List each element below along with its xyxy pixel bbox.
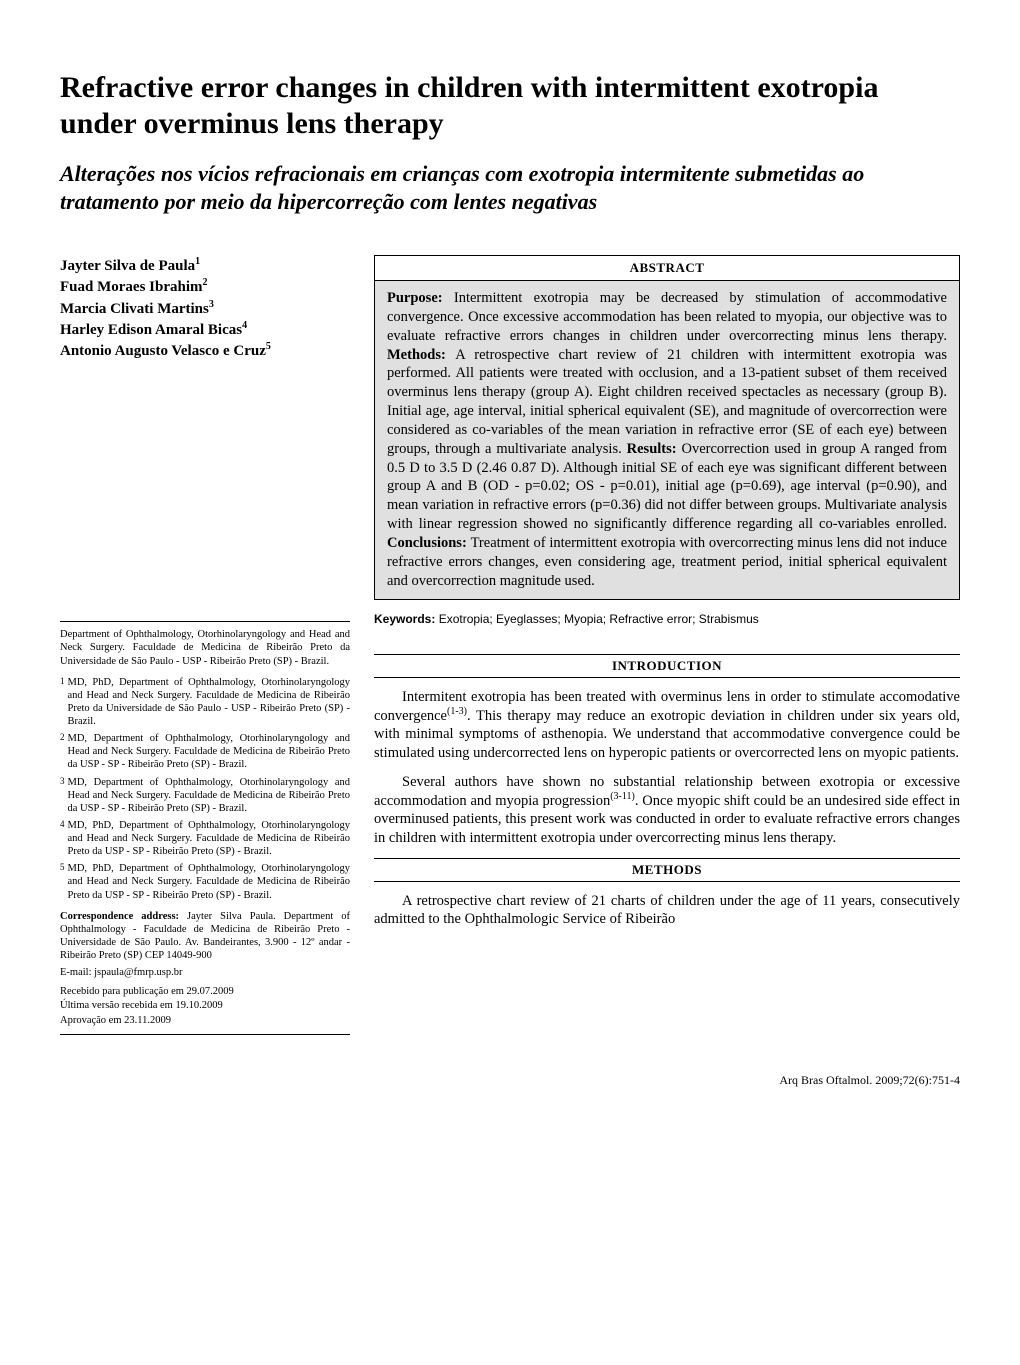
abstract-methods-label: Methods: xyxy=(387,347,455,363)
author-name: Fuad Moraes Ibrahim xyxy=(60,279,203,295)
affil-num: 1 xyxy=(60,676,65,729)
intro-paragraph: Intermitent exotropia has been treated w… xyxy=(374,688,960,763)
keywords-text: Exotropia; Eyeglasses; Myopia; Refractiv… xyxy=(439,612,759,626)
received-line: Última versão recebida em 19.10.2009 xyxy=(60,999,350,1012)
abstract-results-label: Results: xyxy=(627,441,682,457)
abstract-conclusions: Treatment of intermittent exotropia with… xyxy=(387,535,947,589)
authors-list: Jayter Silva de Paula1 Fuad Moraes Ibrah… xyxy=(60,255,350,361)
abstract-purpose-label: Purpose: xyxy=(387,290,454,306)
citation-ref: (1-3) xyxy=(447,706,467,717)
author-sup: 1 xyxy=(195,256,200,267)
affiliation-item: 4MD, PhD, Department of Ophthalmology, O… xyxy=(60,819,350,858)
affil-num: 5 xyxy=(60,862,65,901)
email: E-mail: jspaula@fmrp.usp.br xyxy=(60,966,350,979)
affil-text: MD, PhD, Department of Ophthalmology, Ot… xyxy=(68,862,351,901)
methods-paragraph: A retrospective chart review of 21 chart… xyxy=(374,892,960,929)
correspondence: Correspondence address: Jayter Silva Pau… xyxy=(60,910,350,963)
left-column: Jayter Silva de Paula1 Fuad Moraes Ibrah… xyxy=(60,255,350,1035)
affiliation-item: 2MD, Department of Ophthalmology, Otorhi… xyxy=(60,732,350,771)
article-title: Refractive error changes in children wit… xyxy=(60,70,960,142)
received-line: Aprovação em 23.11.2009 xyxy=(60,1014,350,1027)
abstract-body: Purpose: Intermittent exotropia may be d… xyxy=(375,281,959,599)
author-name: Antonio Augusto Velasco e Cruz xyxy=(60,343,266,359)
abstract-conclusions-label: Conclusions: xyxy=(387,535,471,551)
article-subtitle: Alterações nos vícios refracionais em cr… xyxy=(60,160,960,215)
page-footer: Arq Bras Oftalmol. 2009;72(6):751-4 xyxy=(60,1073,960,1088)
author: Marcia Clivati Martins3 xyxy=(60,298,350,319)
citation-ref: (3-11) xyxy=(610,791,635,802)
affil-num: 4 xyxy=(60,819,65,858)
affil-text: MD, PhD, Department of Ophthalmology, Ot… xyxy=(68,676,351,729)
author-name: Jayter Silva de Paula xyxy=(60,258,195,274)
affil-text: MD, PhD, Department of Ophthalmology, Ot… xyxy=(68,819,351,858)
affil-num: 2 xyxy=(60,732,65,771)
correspondence-label: Correspondence address: xyxy=(60,911,179,922)
author: Fuad Moraes Ibrahim2 xyxy=(60,276,350,297)
keywords-label: Keywords: xyxy=(374,612,439,626)
author: Jayter Silva de Paula1 xyxy=(60,255,350,276)
right-column: ABSTRACT Purpose: Intermittent exotropia… xyxy=(374,255,960,1035)
author-name: Harley Edison Amaral Bicas xyxy=(60,322,242,338)
methods-header: METHODS xyxy=(374,858,960,882)
author-name: Marcia Clivati Martins xyxy=(60,301,209,317)
affiliations-block: Department of Ophthalmology, Otorhinolar… xyxy=(60,621,350,1034)
affil-text: MD, Department of Ophthalmology, Otorhin… xyxy=(68,732,351,771)
abstract-purpose: Intermittent exotropia may be decreased … xyxy=(387,290,947,344)
affiliation-intro: Department of Ophthalmology, Otorhinolar… xyxy=(60,628,350,667)
abstract-header: ABSTRACT xyxy=(375,256,959,281)
author-sup: 2 xyxy=(203,277,208,288)
affil-num: 3 xyxy=(60,776,65,815)
affiliation-item: 1MD, PhD, Department of Ophthalmology, O… xyxy=(60,676,350,729)
received-line: Recebido para publicação em 29.07.2009 xyxy=(60,985,350,998)
affiliation-item: 5MD, PhD, Department of Ophthalmology, O… xyxy=(60,862,350,901)
affil-text: MD, Department of Ophthalmology, Otorhin… xyxy=(68,776,351,815)
received-block: Recebido para publicação em 29.07.2009 Ú… xyxy=(60,985,350,1034)
author-sup: 4 xyxy=(242,320,247,331)
intro-paragraph: Several authors have shown no substantia… xyxy=(374,773,960,848)
author-sup: 5 xyxy=(266,341,271,352)
author: Antonio Augusto Velasco e Cruz5 xyxy=(60,340,350,361)
abstract-box: ABSTRACT Purpose: Intermittent exotropia… xyxy=(374,255,960,600)
intro-header: INTRODUCTION xyxy=(374,654,960,678)
author: Harley Edison Amaral Bicas4 xyxy=(60,319,350,340)
author-sup: 3 xyxy=(209,299,214,310)
keywords: Keywords: Exotropia; Eyeglasses; Myopia;… xyxy=(374,612,960,626)
affiliation-item: 3MD, Department of Ophthalmology, Otorhi… xyxy=(60,776,350,815)
